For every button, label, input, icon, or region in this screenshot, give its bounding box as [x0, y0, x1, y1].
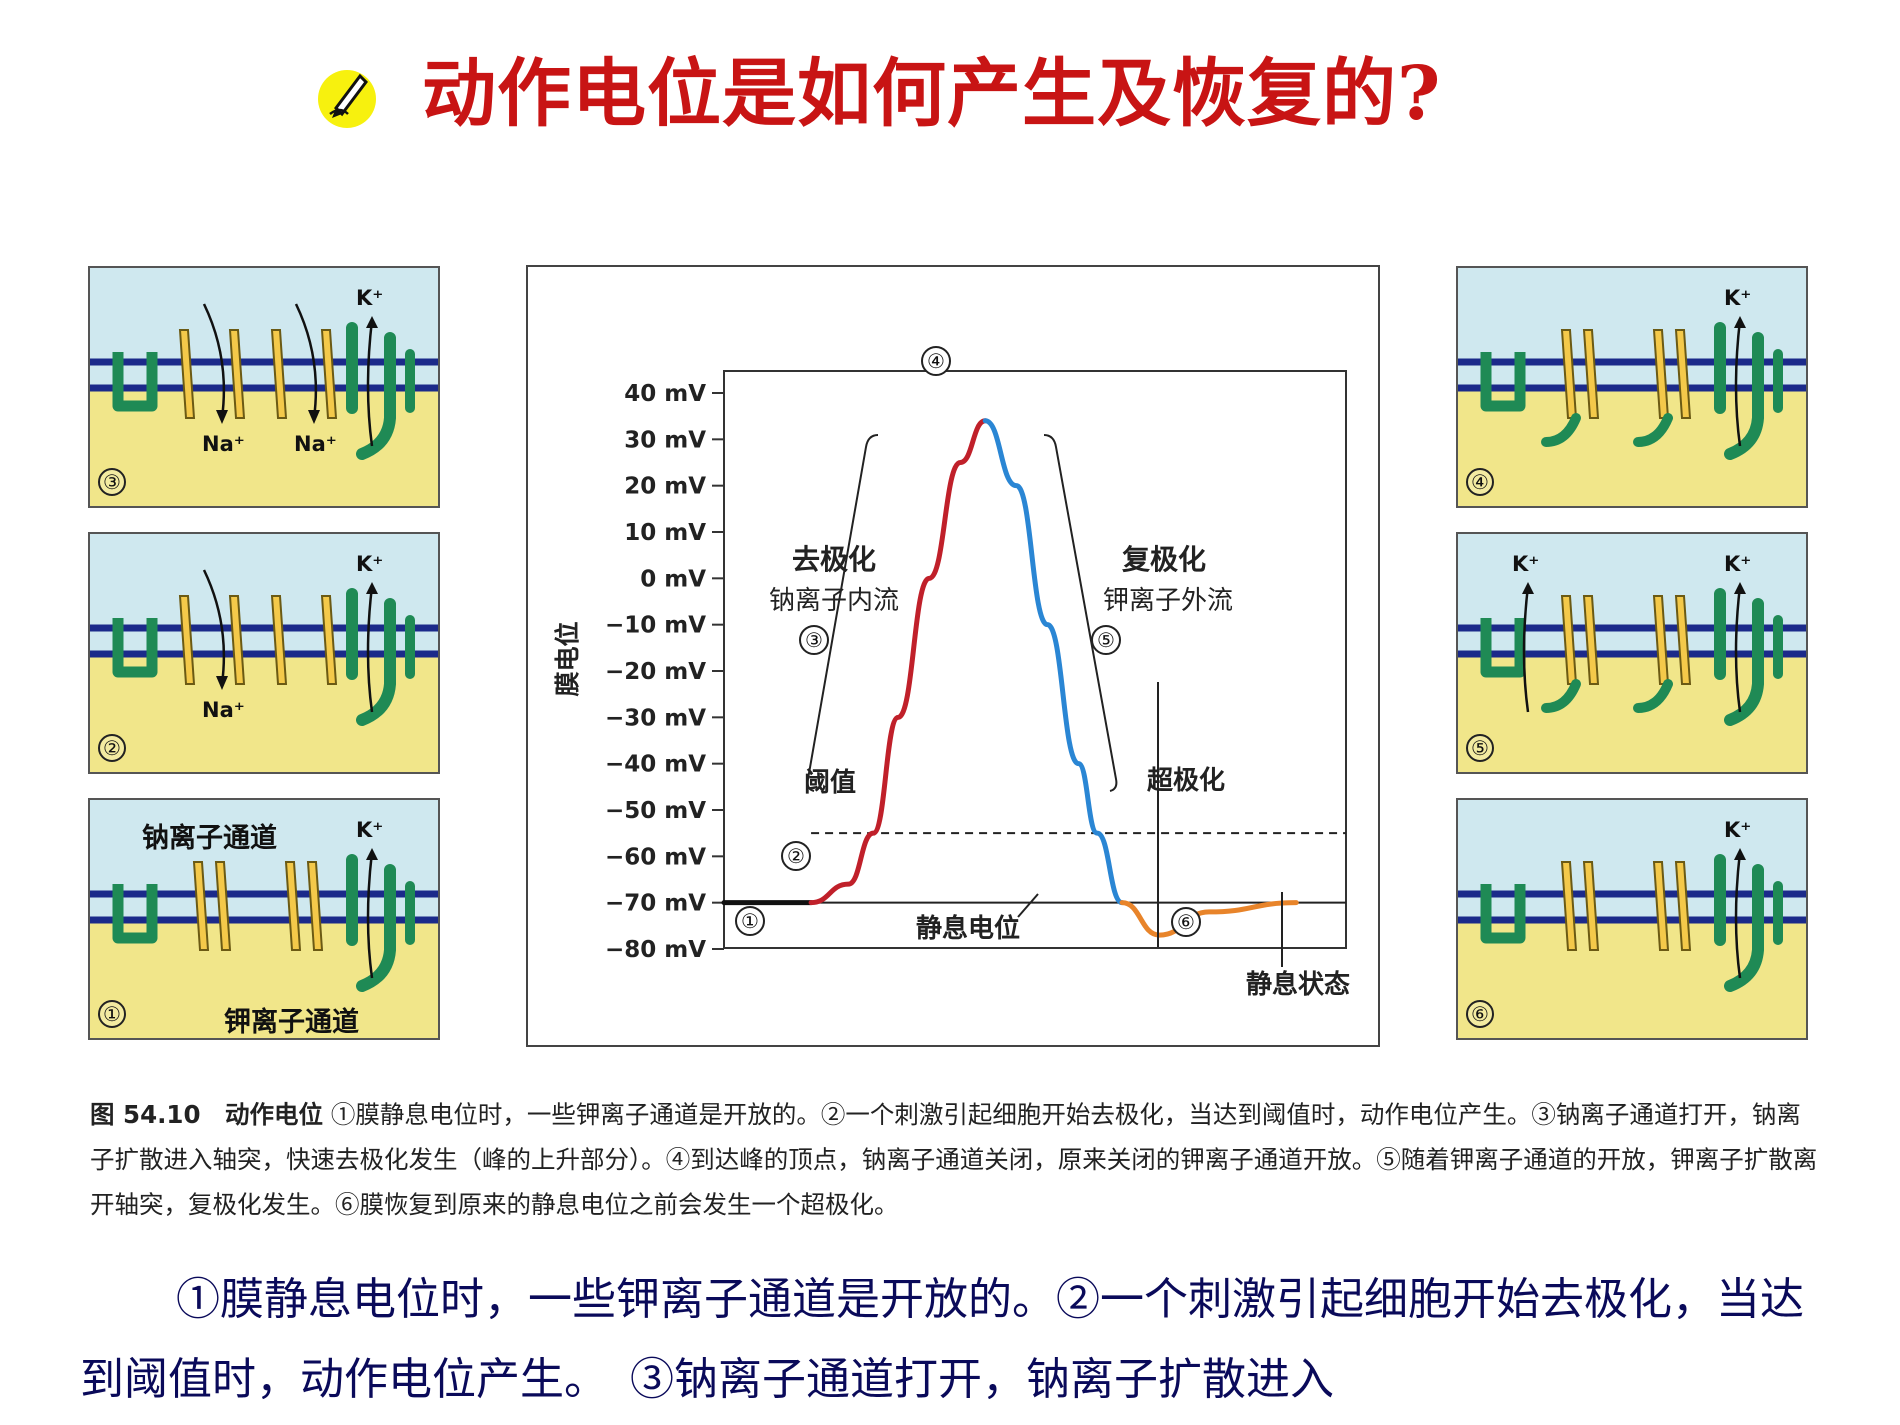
panel-number: ⑤	[1466, 734, 1494, 762]
y-axis: 40 mV 30 mV 20 mV 10 mV 0 mV −10 mV −20 mV −30 …	[605, 381, 724, 963]
sodium-ion-label: Na⁺	[202, 432, 245, 456]
svg-text:①: ①	[741, 909, 759, 933]
membrane-panel-1: ① K⁺ 钠离子通道钾离子通道	[88, 798, 440, 1040]
curve-hyperpolarization	[1119, 900, 1299, 938]
potassium-ion-label: K⁺	[1512, 552, 1540, 576]
stage-marker-6: ⑥	[1171, 907, 1201, 937]
y-tick-label: 40 mV	[624, 381, 706, 407]
plot-area	[723, 370, 1347, 949]
y-tick-label: −10 mV	[605, 613, 706, 639]
svg-text:②: ②	[787, 844, 805, 868]
stage-marker-1: ①	[735, 906, 765, 936]
depolarization-bracket	[806, 434, 879, 792]
threshold-label: 阈值	[804, 768, 856, 798]
potassium-ion-label: K⁺	[1724, 818, 1752, 842]
resting-potential-label: 静息电位	[916, 913, 1020, 944]
panel-number: ③	[98, 468, 126, 496]
curve-repolarization	[982, 418, 1125, 906]
potassium-efflux-label: 钾离子外流	[1103, 586, 1233, 616]
svg-text:⑤: ⑤	[1097, 628, 1115, 652]
membrane-diagram	[90, 534, 438, 772]
potassium-ion-label: K⁺	[356, 818, 384, 842]
figure-caption: 图 54.10 动作电位 ①膜静息电位时，一些钾离子通道是开放的。②一个刺激引起…	[90, 1092, 1820, 1227]
y-tick-label: −60 mV	[605, 844, 706, 870]
chart-svg: 40 mV 30 mV 20 mV 10 mV 0 mV −10 mV −20 mV −30 …	[553, 346, 1350, 1000]
caption-label: 图 54.10 动作电位	[90, 1100, 324, 1129]
potassium-ion-label: K⁺	[356, 286, 384, 310]
potassium-ion-label: K⁺	[356, 552, 384, 576]
potassium-ion-label: K⁺	[1724, 552, 1752, 576]
y-tick-label: 20 mV	[624, 474, 706, 500]
hyperpolarization-label: 超极化	[1147, 766, 1225, 796]
title-row: 动作电位是如何产生及恢复的?	[318, 30, 1618, 150]
membrane-diagram	[90, 268, 438, 506]
action-potential-chart: 40 mV 30 mV 20 mV 10 mV 0 mV −10 mV −20 mV −30 …	[526, 265, 1380, 1047]
panel-number: ①	[98, 1000, 126, 1028]
membrane-panel-3: ③ K⁺ Na⁺ Na⁺	[88, 266, 440, 508]
y-tick-label: 30 mV	[624, 427, 706, 453]
stage-marker-5: ⑤	[1091, 625, 1121, 655]
y-tick-label: −20 mV	[605, 659, 706, 685]
repolarization-bracket	[1043, 434, 1118, 792]
stage-marker-4: ④	[921, 346, 951, 376]
membrane-panel-4: ④ K⁺	[1456, 266, 1808, 508]
y-tick-label: 10 mV	[624, 520, 706, 546]
membrane-panel-6: ⑥ K⁺	[1456, 798, 1808, 1040]
curve-depolarization	[808, 418, 988, 906]
panel-number: ④	[1466, 468, 1494, 496]
y-tick-label: −40 mV	[605, 752, 706, 778]
caption-text: ①膜静息电位时，一些钾离子通道是开放的。②一个刺激引起细胞开始去极化，当达到阈值…	[90, 1100, 1818, 1219]
depolarization-label: 去极化	[792, 543, 876, 576]
membrane-panel-5: ⑤ K⁺ K⁺	[1456, 532, 1808, 774]
repolarization-label: 复极化	[1122, 543, 1206, 576]
potassium-ion-label: K⁺	[1724, 286, 1752, 310]
panel-number: ⑥	[1466, 1000, 1494, 1028]
svg-text:④: ④	[927, 349, 945, 373]
y-tick-label: 0 mV	[640, 566, 706, 592]
svg-text:⑥: ⑥	[1177, 910, 1195, 934]
page-title: 动作电位是如何产生及恢复的?	[422, 51, 1442, 137]
y-tick-label: −70 mV	[605, 891, 706, 917]
resting-state-label: 静息状态	[1246, 969, 1350, 1000]
reference-lines	[724, 832, 1346, 904]
y-tick-label: −50 mV	[605, 798, 706, 824]
resting-potential-pointer	[1017, 893, 1039, 918]
potassium-channel-label: 钾离子通道	[224, 1007, 359, 1038]
y-tick-label: −80 mV	[605, 937, 706, 963]
sodium-influx-label: 钠离子内流	[769, 586, 899, 616]
pencil-bullet-icon	[318, 70, 376, 128]
panel-number: ②	[98, 734, 126, 762]
membrane-diagram	[1458, 800, 1806, 1038]
stage-marker-2: ②	[781, 841, 811, 871]
sodium-channel-label: 钠离子通道	[142, 823, 277, 854]
svg-text:③: ③	[805, 628, 823, 652]
membrane-diagram	[90, 800, 438, 1038]
sodium-ion-label: Na⁺	[294, 432, 337, 456]
sodium-ion-label: Na⁺	[202, 698, 245, 722]
body-text: ①膜静息电位时，一些钾离子通道是开放的。②一个刺激引起细胞开始去极化，当达到阈值…	[80, 1274, 1804, 1405]
y-tick-label: −30 mV	[605, 705, 706, 731]
y-axis-label: 膜电位	[553, 621, 582, 696]
membrane-diagram	[1458, 268, 1806, 506]
membrane-diagram	[1458, 534, 1806, 772]
membrane-panel-2: ② K⁺ Na⁺	[88, 532, 440, 774]
stage-marker-3: ③	[799, 625, 829, 655]
